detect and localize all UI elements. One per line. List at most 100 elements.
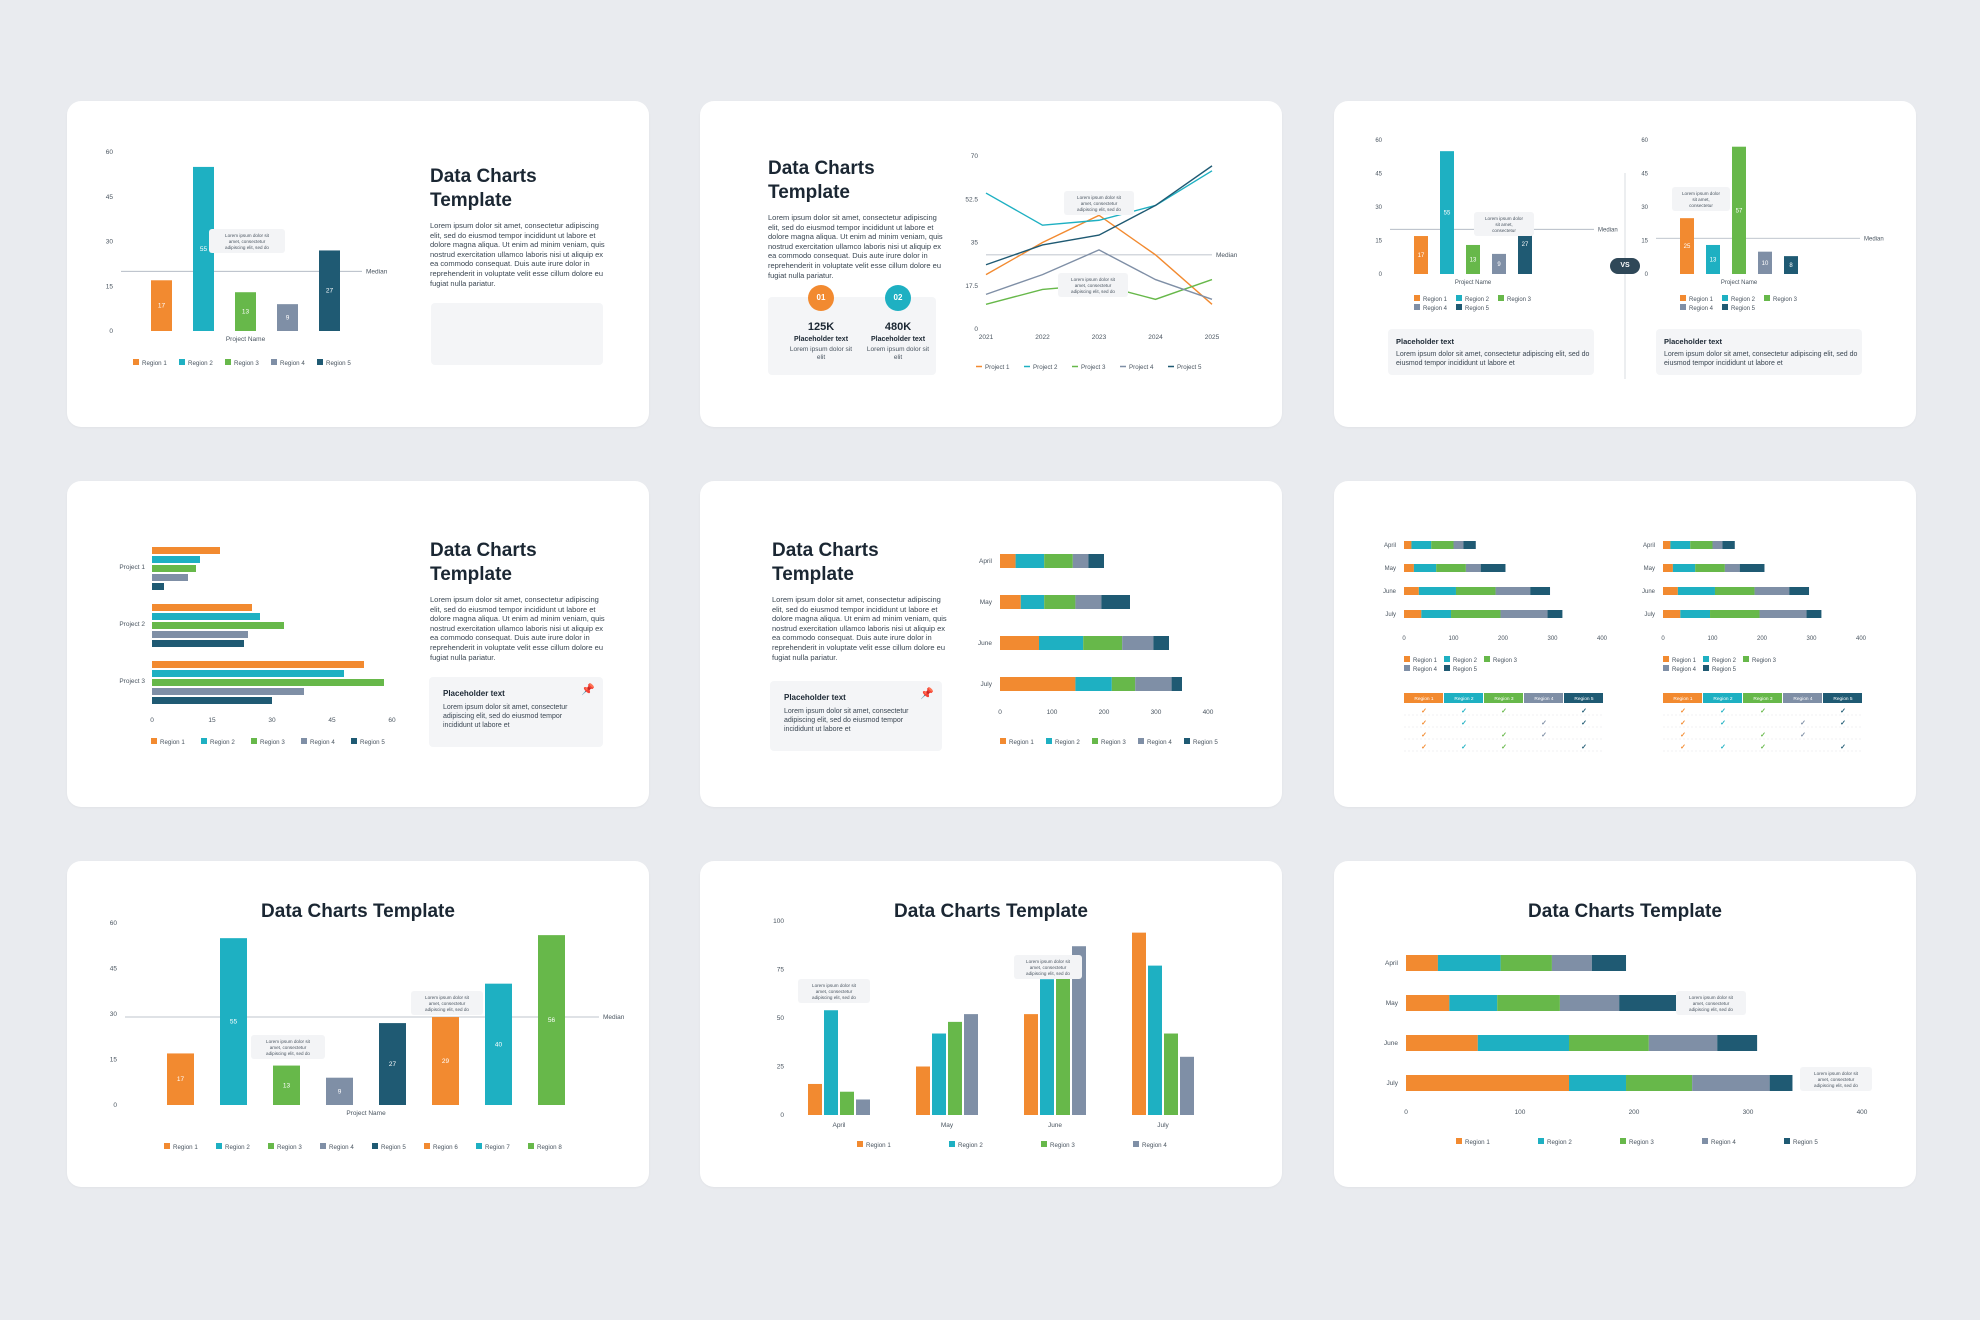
legend-label: Region 1: [1009, 739, 1034, 746]
stacked-segment: [1680, 610, 1711, 618]
placeholder-card: Placeholder text Lorem ipsum dolor sit a…: [770, 681, 942, 751]
kpi-subtext: Lorem ipsum dolor sit elit: [866, 346, 930, 361]
kpi-card: [768, 297, 936, 375]
category-label: July: [980, 681, 992, 688]
category-label: May: [980, 599, 993, 606]
tooltip-text: adipiscing elit, sed do: [1071, 289, 1115, 294]
bar-value-label: 40: [495, 1041, 503, 1048]
bar: [1784, 256, 1798, 274]
bar: [152, 556, 200, 563]
stacked-segment: [1559, 995, 1620, 1011]
tooltip-text: amet, consectetur: [1081, 201, 1118, 206]
stacked-segment: [1406, 955, 1438, 971]
table-header-label: Region 1: [1414, 696, 1434, 702]
check-icon: ✓: [1501, 732, 1507, 739]
x-tick-label: 2025: [1205, 334, 1220, 341]
category-label: Project 3: [119, 678, 145, 685]
bar-value-label: 9: [1497, 262, 1501, 268]
stacked-bar-chart: April May June July 0 100 200 300 400 Lorem ipsum…: [1384, 955, 1872, 1146]
slide-horizontal-grouped[interactable]: Project 1 Project 2 Project 3 0 15 30 45 60 Regi…: [67, 481, 649, 807]
legend-swatch: [949, 1141, 955, 1147]
bar: [152, 613, 260, 620]
legend-label: Project 4: [1129, 364, 1154, 371]
y-tick-label: 15: [1641, 239, 1648, 245]
slide-line-chart[interactable]: 0 17.5 35 52.5 70 Median 2021 2022 2023 2024 2025 L…: [700, 101, 1282, 427]
legend-label: Region 4: [1689, 306, 1714, 312]
mini-chart-card: [431, 303, 603, 365]
check-icon: ✓: [1800, 720, 1806, 727]
x-tick-label: 100: [1707, 636, 1718, 642]
tooltip-text: amet, consectetur: [1075, 283, 1112, 288]
check-icon: ✓: [1541, 720, 1547, 727]
bar: [152, 547, 220, 554]
x-axis-label: Project Name: [1455, 280, 1492, 286]
y-tick-label: 70: [971, 153, 979, 160]
stacked-segment: [1591, 955, 1627, 971]
placeholder-body: Lorem ipsum dolor sit amet, consectetur …: [443, 704, 568, 729]
legend-label: Region 2: [1731, 297, 1756, 303]
slide-stacked-bar-wide[interactable]: April May June July 0 100 200 300 400 Lorem ipsum…: [1334, 861, 1916, 1187]
bar-value-label: 9: [286, 315, 290, 322]
tooltip-text: sit amet,: [1495, 222, 1512, 227]
tooltip-box: [1064, 191, 1134, 215]
slide-stacked-table[interactable]: April May June July 0 100 200 300 400 Region 1 Reg…: [1334, 481, 1916, 807]
stacked-segment: [1101, 595, 1130, 609]
bar-value-label: 55: [200, 246, 208, 253]
legend-swatch: [1184, 738, 1190, 744]
table-header-cell: [1783, 693, 1822, 703]
comparison-bar-charts: 0 15 30 45 60 Median 17 55 13 9 27 Project Name Lore…: [1375, 138, 1884, 379]
bar-value-label: 56: [548, 1017, 556, 1024]
x-tick-label: April: [832, 1122, 846, 1129]
legend-label: Region 1: [1465, 1139, 1490, 1146]
slide-bar-eight-regions[interactable]: 0 15 30 45 60 Median 17 55 13 9 27 29 40 56 Project Na…: [67, 861, 649, 1187]
placeholder-body: Lorem ipsum dolor sit amet, consectetur …: [784, 708, 909, 733]
y-tick-label: 15: [106, 283, 114, 290]
slide-bar-median[interactable]: 0 15 30 45 60 Median 17 55 13 9 27 Project Name Lore…: [67, 101, 649, 427]
legend-swatch: [1414, 304, 1420, 310]
stacked-segment: [1075, 595, 1102, 609]
legend-swatch: [268, 1143, 274, 1149]
stacked-segment: [1020, 595, 1045, 609]
tooltip-text: Lorem ipsum dolor sit: [1026, 959, 1071, 964]
check-icon: ✓: [1501, 708, 1507, 715]
tooltip-text: adipiscing elit, sed do: [425, 1007, 469, 1012]
stacked-segment: [1739, 564, 1765, 572]
slide-vs-comparison[interactable]: 0 15 30 45 60 Median 17 55 13 9 27 Project Name Lore…: [1334, 101, 1916, 427]
stacked-segment: [1135, 677, 1172, 691]
table-header-label: Region 4: [1793, 696, 1813, 702]
table-header-cell: [1703, 693, 1742, 703]
bar: [916, 1066, 930, 1115]
slide-stacked-bar[interactable]: April May June July 0 100 200 300 400 Region 1 Reg…: [700, 481, 1282, 807]
bar: [1706, 244, 1720, 274]
x-tick-label: June: [1048, 1122, 1062, 1129]
tooltip-box: [1058, 273, 1128, 297]
placeholder-right: Placeholder text Lorem ipsum dolor sit a…: [1664, 337, 1864, 368]
kpi-label: Placeholder text: [793, 336, 849, 343]
x-tick-label: 100: [1448, 636, 1459, 642]
slide-grouped-bar[interactable]: 0 25 50 75 100 April May June July Lorem ipsum do…: [700, 861, 1282, 1187]
tooltip-text: amet, consectetur: [429, 1001, 466, 1006]
kpi-number-badge: 01: [808, 285, 834, 311]
tooltip-box: [1014, 955, 1082, 979]
legend-label: Region 7: [485, 1144, 510, 1151]
stacked-segment: [1451, 610, 1501, 618]
x-tick-label: 30: [268, 717, 276, 724]
stacked-segment: [1500, 610, 1548, 618]
bar: [1414, 236, 1428, 274]
y-tick-label: 30: [110, 1011, 118, 1018]
legend-swatch: [1046, 738, 1052, 744]
stacked-segment: [1406, 1075, 1570, 1091]
legend-swatch: [1000, 738, 1006, 744]
tooltip-text: adipiscing elit, sed do: [1077, 207, 1121, 212]
placeholder-title: Placeholder text: [443, 689, 505, 698]
stacked-segment: [1000, 554, 1016, 568]
bar: [1680, 218, 1694, 274]
legend-label: Region 5: [1731, 306, 1756, 312]
legend-swatch: [1133, 1141, 1139, 1147]
category-label: Project 2: [119, 621, 145, 628]
legend-label: Region 5: [1793, 1139, 1818, 1146]
x-tick-label: 0: [1402, 636, 1406, 642]
legend-swatch: [1703, 656, 1709, 662]
legend-swatch: [1444, 665, 1450, 671]
stacked-segment: [1714, 587, 1755, 595]
